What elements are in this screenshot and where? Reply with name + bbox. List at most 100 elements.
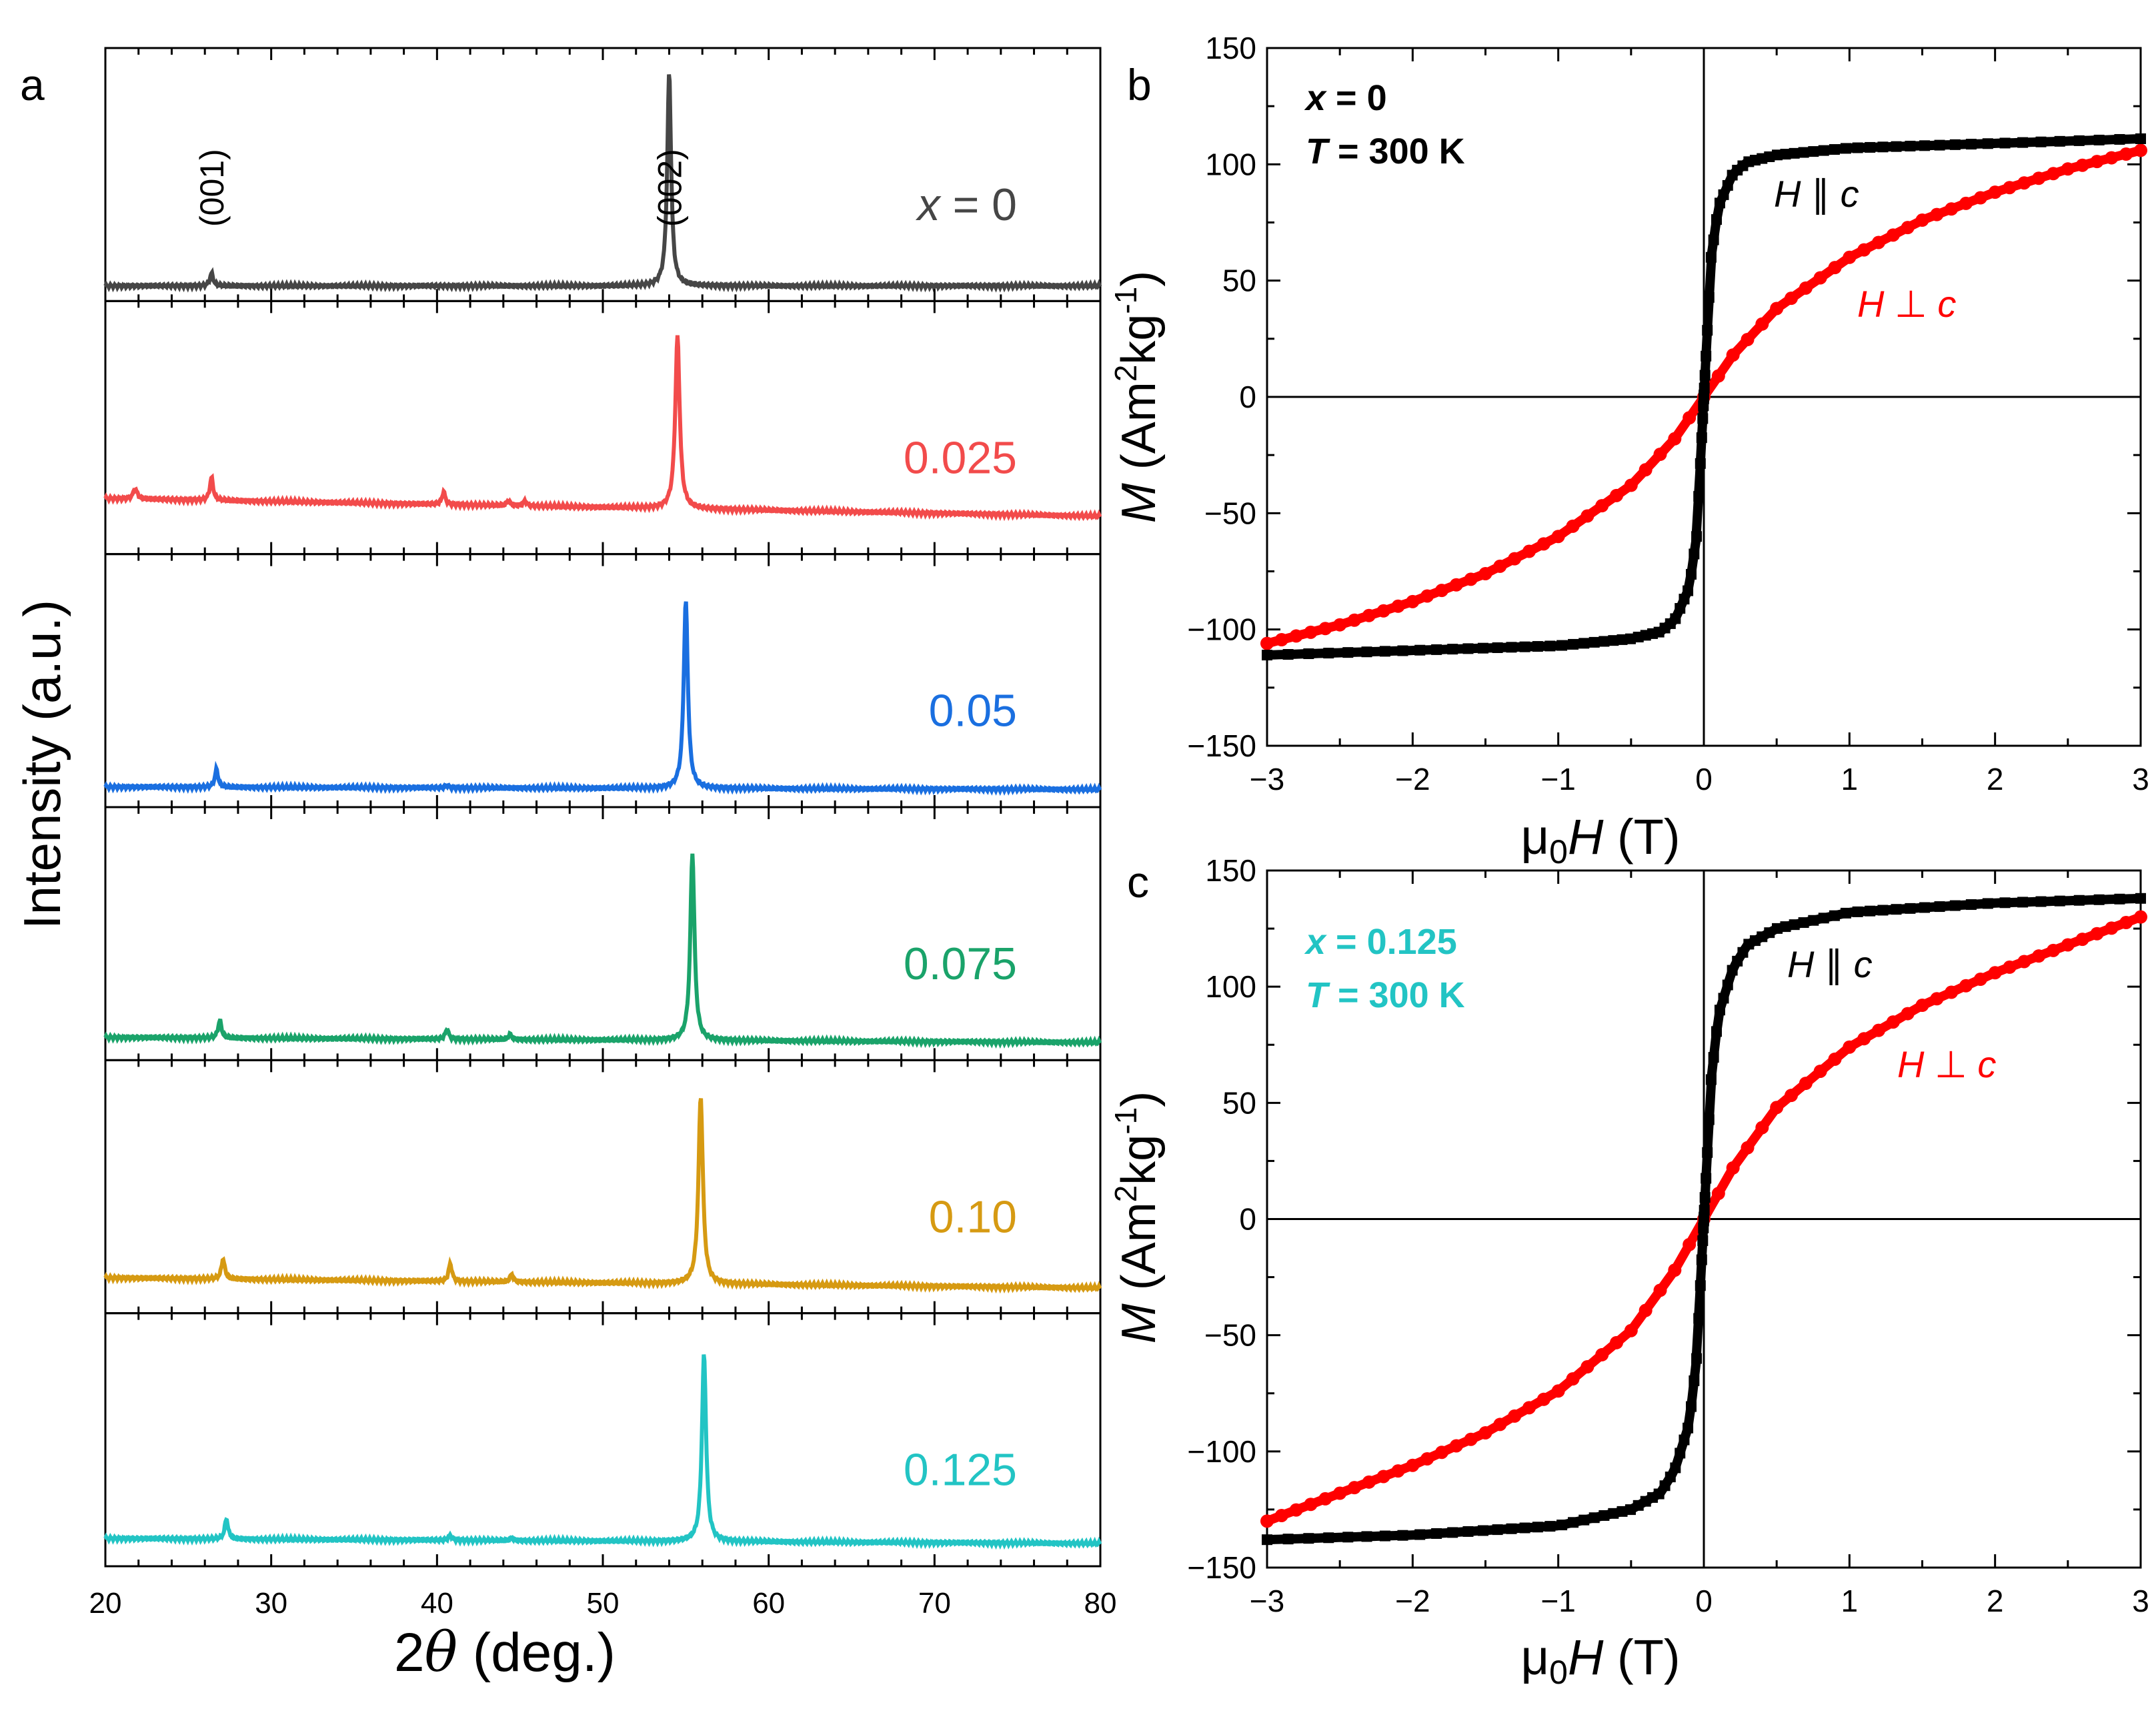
mh-b-marker	[1959, 196, 1973, 210]
mh-c-marker	[1544, 1521, 1556, 1532]
mh-b-marker	[1303, 648, 1314, 660]
mh-b-y-tick-label: −150	[1187, 728, 1256, 763]
mh-b-marker	[1397, 645, 1408, 656]
mh-c-legend-perp: H ⊥ c	[1897, 1043, 1996, 1085]
mh-b-x-label-var: H	[1568, 809, 1604, 865]
mh-c-marker	[2114, 893, 2125, 905]
mh-c-marker	[1722, 979, 1733, 991]
xrd-x-tick-label: 80	[1084, 1587, 1117, 1620]
mh-b-marker	[1608, 635, 1619, 646]
mh-c-marker	[1435, 1446, 1448, 1460]
mh-c-annotation-var-x: x	[1304, 922, 1327, 962]
mh-b-x-tick-label: −2	[1395, 762, 1430, 796]
mh-c-marker	[1813, 1064, 1827, 1078]
mh-c-y-axis-label: M (Am2kg-1)	[1108, 1091, 1166, 1344]
xrd-series-label-value: 0.025	[904, 432, 1017, 483]
mh-c-marker	[1718, 993, 1729, 1004]
mh-b-marker	[1808, 146, 1819, 157]
mh-c-legend-parallel: H ∥ c	[1787, 943, 1873, 985]
mh-b-x-label-sub: 0	[1549, 833, 1568, 871]
mh-b-marker	[2114, 133, 2125, 145]
mh-c-marker	[1361, 1531, 1372, 1542]
mh-b-marker	[2061, 162, 2075, 176]
mh-c-marker	[1772, 923, 1783, 934]
mh-c-marker	[1799, 1077, 1813, 1091]
mh-b-marker	[1282, 649, 1294, 660]
mh-b-marker	[1711, 369, 1725, 383]
mh-b-marker	[1544, 640, 1556, 652]
mh-b-marker	[1999, 137, 2011, 149]
mh-b-marker	[1703, 292, 1715, 303]
mh-b-marker	[1556, 640, 1568, 651]
mh-c-legend-perp-sym: ⊥	[1924, 1043, 1977, 1085]
mh-c-marker	[1686, 1401, 1697, 1412]
xrd-trace-0.125	[103, 1354, 1102, 1550]
xrd-series-label: 0.05	[929, 686, 1017, 736]
mh-c-marker	[1304, 1498, 1318, 1512]
mh-c-x-label-mu: μ	[1521, 1630, 1550, 1685]
mh-b-marker	[1770, 302, 1784, 316]
panel-letter-c: c	[1127, 857, 1149, 907]
mh-c-marker	[1420, 1452, 1434, 1466]
mh-c-marker	[2135, 893, 2146, 904]
mh-c-legend-parallel-sym: ∥	[1814, 943, 1853, 985]
mh-c-marker	[1965, 899, 1977, 911]
mh-b-y-label-sup2: -1	[1108, 287, 1143, 314]
mh-b-legend-perp-sym: ⊥	[1884, 283, 1937, 325]
mh-b-marker	[1982, 138, 1993, 149]
xrd-y-axis-label: Intensity (a.u.)	[13, 600, 71, 929]
mh-c-x-tick-label: −2	[1395, 1584, 1430, 1618]
mh-c-marker	[1348, 1481, 1361, 1495]
xrd-x-tick-label: 60	[752, 1587, 785, 1620]
mh-c-marker	[1905, 903, 1916, 914]
mh-c-x-tick-label: 0	[1695, 1584, 1713, 1618]
mh-c-y-tick-label: −50	[1204, 1318, 1256, 1353]
mh-b-marker	[1447, 644, 1458, 655]
mh-c-marker	[1536, 1392, 1550, 1406]
mh-b-marker	[1785, 292, 1798, 306]
xrd-series-label-value: 0.075	[904, 939, 1017, 989]
mh-c-marker	[1262, 1534, 1272, 1546]
mh-b-marker	[1616, 634, 1628, 645]
mh-c-marker	[2035, 896, 2047, 907]
mh-c-legend-perp-c: c	[1977, 1043, 1996, 1085]
mh-b-marker	[1580, 509, 1594, 523]
mh-c-marker	[1406, 1458, 1420, 1472]
mh-b-marker	[2017, 137, 2029, 148]
mh-c-marker	[1556, 1520, 1568, 1531]
mh-c-y-label-unit-a: (Am	[1112, 1202, 1166, 1303]
mh-b-y-label-unit-c: )	[1112, 271, 1166, 287]
mh-c-marker	[2017, 897, 2029, 908]
mh-c-y-label-sup1: 2	[1108, 1185, 1143, 1203]
mh-c-marker	[1702, 1147, 1713, 1158]
xrd-trace-0.05	[103, 601, 1102, 796]
mh-b-marker	[1689, 548, 1700, 560]
mh-c-legend-parallel-c: c	[1854, 943, 1873, 985]
mh-b-marker	[1828, 261, 1842, 275]
mh-b-marker	[1522, 544, 1536, 558]
mh-c-marker	[1624, 1323, 1638, 1337]
mh-b-marker	[1905, 141, 1916, 152]
mh-b-y-tick-label: 150	[1205, 31, 1256, 65]
mh-c-marker	[1478, 1425, 1492, 1440]
mh-c-annotation-eq-t: = 300 K	[1328, 975, 1465, 1015]
mh-c-marker	[1919, 902, 1931, 913]
xrd-series-label: 0.025	[904, 432, 1017, 483]
mh-c-y-label-unit-c: )	[1112, 1091, 1166, 1107]
mh-b-marker	[2090, 155, 2104, 169]
mh-b-marker	[2075, 158, 2089, 172]
mh-c-marker	[1988, 966, 2002, 980]
mh-b-marker	[1708, 234, 1719, 245]
mh-b-marker	[1406, 594, 1420, 608]
mh-c-marker	[1891, 904, 1902, 915]
xrd-series-label-eq: =	[940, 179, 992, 230]
mh-c-marker	[1653, 1283, 1667, 1297]
mh-b-marker	[1333, 618, 1347, 632]
mh-b-marker	[1361, 646, 1372, 658]
mh-c-marker	[1780, 921, 1791, 933]
mh-c-marker	[1639, 1303, 1653, 1317]
mh-c-annotation-line2: T = 300 K	[1306, 975, 1465, 1015]
mh-c-x-tick-label: 2	[1987, 1584, 2004, 1618]
mh-b-annotation-var-x: x	[1304, 78, 1327, 118]
mh-b-marker	[1551, 530, 1565, 544]
